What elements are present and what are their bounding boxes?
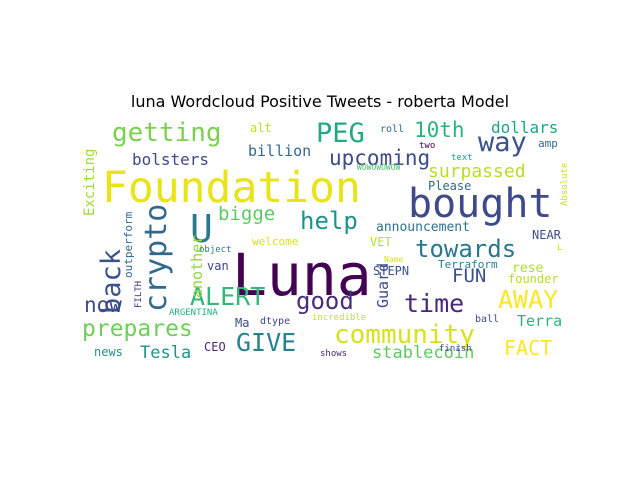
word-61: text: [451, 153, 473, 163]
word-35: Terraform: [438, 258, 498, 271]
word-29: billion: [248, 142, 312, 160]
word-14: ALERT: [190, 282, 266, 311]
word-44: alt: [250, 121, 272, 135]
word-41: VET: [370, 235, 392, 249]
word-8: U: [190, 207, 213, 251]
word-33: Exciting: [82, 148, 98, 216]
word-22: bigge: [218, 203, 276, 225]
word-58: shows: [320, 349, 348, 359]
word-62: WOWOWOWOW: [357, 163, 401, 172]
word-18: prepares: [82, 316, 193, 342]
word-60: two: [419, 141, 436, 151]
word-53: object: [199, 245, 232, 255]
word-0: Luna: [232, 241, 372, 309]
word-21: FACT: [504, 336, 553, 360]
word-47: CEO: [204, 340, 226, 354]
word-49: dtype: [260, 316, 291, 327]
word-39: STEPN: [373, 264, 410, 278]
word-55: Name: [384, 255, 404, 264]
word-10: GIVE: [236, 328, 297, 357]
word-28: bolsters: [132, 150, 210, 169]
word-3: crypto: [139, 203, 174, 312]
word-54: incredible: [312, 313, 367, 323]
word-63: Absolute: [560, 162, 570, 206]
word-17: upcoming: [329, 146, 431, 170]
word-1: Foundation: [102, 163, 361, 213]
chart-title: luna Wordcloud Positive Tweets - roberta…: [130, 92, 510, 111]
word-59: roll: [380, 124, 405, 135]
word-13: good: [296, 287, 354, 315]
word-20: 10th: [414, 120, 465, 142]
word-cloud: Luna Foundation bought crypto back getting PEG…: [80, 120, 570, 366]
word-40: NEAR: [532, 228, 561, 242]
word-24: surpassed: [428, 161, 526, 182]
word-43: van: [207, 259, 229, 273]
word-51: FILTH: [134, 280, 144, 308]
word-9: community: [334, 320, 475, 350]
word-6: PEG: [316, 120, 365, 149]
word-57: ball: [475, 314, 500, 325]
word-12: time: [404, 289, 465, 318]
word-15: towards: [415, 235, 517, 263]
word-50: outperform: [122, 211, 135, 278]
word-27: dollars: [491, 120, 559, 137]
word-34: announcement: [376, 220, 470, 235]
word-37: founder: [508, 272, 559, 286]
word-36: rese: [512, 261, 544, 276]
word-30: Terra: [517, 312, 563, 330]
word-2: bought: [408, 181, 553, 227]
word-7: way: [478, 127, 527, 158]
word-19: now: [84, 293, 122, 317]
word-42: welcome: [252, 235, 299, 248]
word-5: getting: [112, 120, 222, 148]
word-46: news: [94, 345, 123, 359]
word-56: finish: [439, 344, 472, 354]
word-16: help: [300, 207, 358, 235]
word-64: L: [557, 243, 563, 253]
word-25: stablecoin: [372, 343, 475, 363]
word-52: ARGENTINA: [169, 308, 218, 318]
word-45: amp: [538, 137, 558, 150]
word-48: Ma: [235, 316, 250, 330]
word-23: FUN: [452, 265, 487, 287]
word-26: Tesla: [140, 343, 192, 363]
word-11: AWAY: [498, 285, 559, 314]
word-38: Please: [428, 179, 472, 193]
